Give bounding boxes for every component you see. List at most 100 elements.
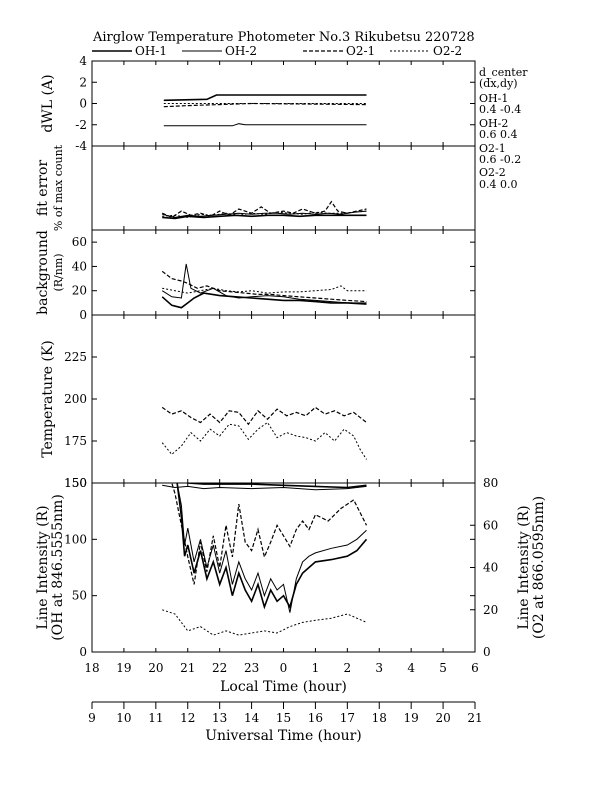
panel-frame xyxy=(91,145,476,231)
y-tick-label: 50 xyxy=(72,589,87,603)
y-axis-label: Line Intensity (R) xyxy=(35,505,51,629)
legend-label-oh-1: OH-1 xyxy=(135,44,167,58)
legend: OH-1 OH-2 O2-1 O2-2 xyxy=(92,44,462,58)
ut-tick-label: 18 xyxy=(372,711,387,725)
ut-tick-label: 16 xyxy=(308,711,323,725)
ut-tick-label: 19 xyxy=(404,711,419,725)
local-tick-label: 23 xyxy=(244,661,259,675)
y-tick-label: 175 xyxy=(64,434,87,448)
annotation-line: O2-1 xyxy=(479,142,506,155)
annotation-line: d_center xyxy=(479,66,528,79)
ut-tick-label: 12 xyxy=(180,711,195,725)
ut-tick-label: 9 xyxy=(88,711,96,725)
local-tick-label: 19 xyxy=(116,661,131,675)
series-line-oh-1 xyxy=(161,292,367,309)
local-tick-label: 2 xyxy=(344,661,352,675)
local-tick-label: 5 xyxy=(439,661,447,675)
series-line-oh-2 xyxy=(163,123,367,127)
y-axis-label: % of max count xyxy=(52,144,65,231)
y-axis-label: (OH at 846.5555nm) xyxy=(50,494,66,641)
y-tick-label: 200 xyxy=(64,392,87,406)
ut-tick-label: 20 xyxy=(435,711,450,725)
y-tick-label: 0 xyxy=(79,645,87,659)
panel-fit: fit error% of max count xyxy=(35,144,476,231)
y-axis-label: (R/nm) xyxy=(52,253,65,291)
y-axis-label: Temperature (K) xyxy=(40,340,56,458)
right-y-axis-label: (O2 at 866.0595nm) xyxy=(531,496,547,639)
local-tick-label: 18 xyxy=(84,661,99,675)
series-line-o2-1 xyxy=(161,406,367,426)
ut-tick-label: 14 xyxy=(244,711,260,725)
ut-tick-label: 11 xyxy=(148,711,163,725)
ut-tick-label: 13 xyxy=(212,711,227,725)
series-line-o2-1 xyxy=(161,270,367,303)
panel-dwl: -4 -2 0 2 4 dWL (A) xyxy=(40,54,476,153)
y-axis-label: dWL (A) xyxy=(40,74,56,132)
series-line-o2-1 xyxy=(161,200,367,219)
y-tick-label: 0 xyxy=(79,97,87,111)
y-tick-label: 150 xyxy=(64,476,87,490)
ut-tick-label: 15 xyxy=(276,711,291,725)
y-tick-label: 40 xyxy=(72,259,87,273)
y-tick-label: 4 xyxy=(79,54,87,68)
local-tick-label: 0 xyxy=(280,661,288,675)
ut-tick-label: 17 xyxy=(340,711,355,725)
series-line-oh-1 xyxy=(183,483,367,489)
d-center-annotation: d_center(dx,dy)OH-10.4 -0.4OH-20.6 0.4O2… xyxy=(479,66,528,191)
annotation-line: OH-1 xyxy=(479,92,508,105)
y-tick-label: 150 xyxy=(64,476,87,490)
series-line-o2-2 xyxy=(162,609,367,636)
right-y-tick-label: 80 xyxy=(483,476,498,490)
y-tick-label: 60 xyxy=(72,235,87,249)
y-axis-label: background xyxy=(35,230,51,315)
local-tick-label: 22 xyxy=(212,661,227,675)
series-group xyxy=(163,94,367,127)
series-line-oh-1 xyxy=(163,94,367,102)
right-y-tick-label: 20 xyxy=(483,603,498,617)
legend-label-oh-2: OH-2 xyxy=(225,44,257,58)
y-tick-label: 2 xyxy=(79,75,87,89)
series-group xyxy=(161,263,367,309)
series-group xyxy=(162,483,368,636)
y-tick-label: 225 xyxy=(64,350,87,364)
series-line-oh-2 xyxy=(176,483,367,613)
right-y-tick-label: 60 xyxy=(483,518,498,532)
series-group xyxy=(161,200,367,220)
annotation-line: 0.4 -0.4 xyxy=(479,103,521,116)
y-tick-label: -2 xyxy=(75,118,87,132)
series-group xyxy=(161,406,367,460)
right-y-tick-label: 40 xyxy=(483,561,498,575)
local-tick-label: 6 xyxy=(471,661,479,675)
local-tick-label: 3 xyxy=(375,661,383,675)
local-tick-label: 1 xyxy=(312,661,320,675)
y-axis-label: fit error xyxy=(35,160,51,217)
panel-frame xyxy=(91,229,476,316)
y-tick-label: 20 xyxy=(72,284,87,298)
local-tick-label: 20 xyxy=(148,661,163,675)
annotation-line: 0.6 0.4 xyxy=(479,128,517,141)
ut-axis-label: Universal Time (hour) xyxy=(205,728,362,744)
panel-bg: 0 20 40 60 background (R/nm) xyxy=(35,229,476,322)
local-tick-label: 4 xyxy=(407,661,415,675)
series-line-oh-2 xyxy=(162,484,367,491)
series-line-oh-2 xyxy=(161,263,367,304)
series-line-o2-2 xyxy=(161,421,367,460)
series-line-o2-1 xyxy=(171,483,368,585)
right-y-tick-label: 0 xyxy=(483,645,491,659)
ut-tick-label: 10 xyxy=(116,711,131,725)
y-tick-label: -4 xyxy=(75,139,87,153)
annotation-line: 0.6 -0.2 xyxy=(479,153,521,166)
y-tick-label: 0 xyxy=(79,308,87,322)
local-tick-label: 21 xyxy=(180,661,195,675)
right-y-axis-label: Line Intensity (R) xyxy=(516,505,532,629)
series-line-oh-2 xyxy=(162,210,367,218)
panel-temp: 150 175 200 225 Temperature (K) xyxy=(40,314,476,490)
legend-label-o2-1: O2-1 xyxy=(346,44,375,58)
annotation-line: O2-2 xyxy=(479,166,506,179)
annotation-line: 0.4 0.0 xyxy=(479,178,517,191)
panel-frame xyxy=(91,482,476,653)
ut-tick-label: 21 xyxy=(467,711,482,725)
series-line-o2-1 xyxy=(163,102,367,108)
series-line-o2-2 xyxy=(162,285,367,294)
